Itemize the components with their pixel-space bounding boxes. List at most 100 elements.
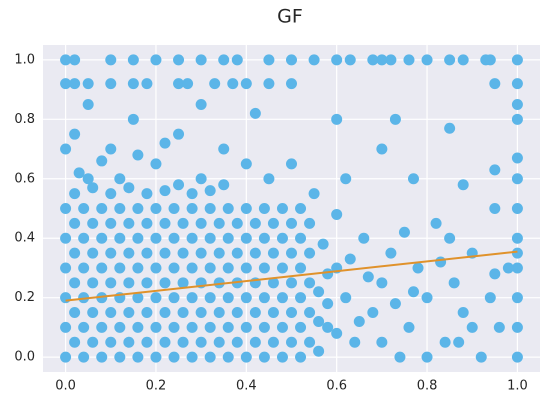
scatter-point <box>340 292 352 304</box>
scatter-point <box>385 247 397 259</box>
scatter-point <box>295 351 307 363</box>
scatter-point <box>78 232 90 244</box>
scatter-point <box>114 262 126 274</box>
scatter-point <box>141 78 153 90</box>
scatter-point <box>231 247 243 259</box>
scatter-point <box>511 173 523 185</box>
scatter-point <box>295 203 307 214</box>
scatter-point <box>127 78 139 90</box>
scatter-point <box>367 54 379 66</box>
scatter-point <box>132 232 144 244</box>
scatter-point <box>150 158 162 170</box>
scatter-point <box>511 247 523 259</box>
scatter-point <box>511 113 523 125</box>
scatter-point <box>150 262 162 274</box>
scatter-point <box>493 321 505 333</box>
scatter-point <box>286 247 297 259</box>
scatter-point <box>150 232 162 244</box>
scatter-point <box>227 78 239 90</box>
scatter-point <box>286 277 297 289</box>
scatter-point <box>78 321 90 333</box>
scatter-point <box>69 188 81 200</box>
scatter-point <box>249 247 261 259</box>
scatter-point <box>159 217 171 229</box>
scatter-point <box>489 203 501 214</box>
scatter-point <box>123 336 135 348</box>
scatter-point <box>150 203 162 214</box>
scatter-point <box>60 54 72 66</box>
scatter-point <box>344 54 356 66</box>
scatter-point <box>177 277 189 289</box>
scatter-point <box>168 351 180 363</box>
scatter-point <box>159 336 171 348</box>
scatter-point <box>457 307 469 319</box>
scatter-point <box>511 78 523 90</box>
scatter-point <box>376 143 388 155</box>
scatter-point <box>105 336 117 348</box>
scatter-point <box>322 268 334 280</box>
scatter-point <box>331 54 343 66</box>
marks <box>60 54 523 363</box>
scatter-point <box>353 315 365 327</box>
scatter-point <box>439 336 451 348</box>
scatter-point <box>286 217 297 229</box>
scatter-point <box>69 307 81 319</box>
scatter-point <box>213 307 225 319</box>
scatter-point <box>448 277 460 289</box>
scatter-point <box>240 232 252 244</box>
scatter-point <box>367 307 379 319</box>
scatter-point <box>150 321 162 333</box>
scatter-point <box>263 78 275 90</box>
scatter-point <box>249 307 261 319</box>
scatter-point <box>132 292 144 304</box>
scatter-point <box>159 137 171 149</box>
scatter-point <box>177 247 189 259</box>
scatter-point <box>105 54 117 66</box>
scatter-point <box>489 268 501 280</box>
scatter-point <box>195 54 207 66</box>
scatter-point <box>186 351 198 363</box>
scatter-point <box>150 54 162 66</box>
y-tick-label: 1.0 <box>14 52 35 67</box>
scatter-point <box>389 298 401 310</box>
scatter-point <box>407 286 419 298</box>
scatter-point <box>173 128 185 140</box>
scatter-point <box>231 217 243 229</box>
scatter-point <box>132 321 144 333</box>
x-tick-label: 0.6 <box>326 379 347 394</box>
scatter-point <box>204 351 216 363</box>
scatter-point <box>87 247 99 259</box>
scatter-point <box>295 232 307 244</box>
scatter-point <box>286 307 297 319</box>
scatter-point <box>60 232 72 244</box>
scatter-point <box>511 351 523 363</box>
scatter-point <box>218 143 230 155</box>
scatter-point <box>276 321 288 333</box>
scatter-point <box>331 327 343 339</box>
scatter-point <box>159 247 171 259</box>
scatter-point <box>322 298 334 310</box>
scatter-point <box>78 262 90 274</box>
scatter-point <box>258 232 270 244</box>
scatter-point <box>276 203 288 214</box>
scatter-point <box>304 277 316 289</box>
scatter-point <box>168 262 180 274</box>
scatter-point <box>308 54 320 66</box>
scatter-point <box>78 203 90 214</box>
chart-title: GF <box>277 6 303 28</box>
scatter-point <box>407 173 419 185</box>
y-tick-label: 0.6 <box>14 171 35 186</box>
scatter-point <box>60 143 72 155</box>
scatter-point <box>313 345 325 357</box>
scatter-point <box>385 54 397 66</box>
scatter-point <box>435 256 447 268</box>
scatter-point <box>511 262 523 274</box>
scatter-point <box>141 307 153 319</box>
scatter-point <box>213 336 225 348</box>
scatter-point <box>295 321 307 333</box>
scatter-point <box>240 158 252 170</box>
scatter-point <box>78 292 90 304</box>
scatter-point <box>195 173 207 185</box>
scatter-point <box>231 54 243 66</box>
scatter-point <box>240 78 252 90</box>
